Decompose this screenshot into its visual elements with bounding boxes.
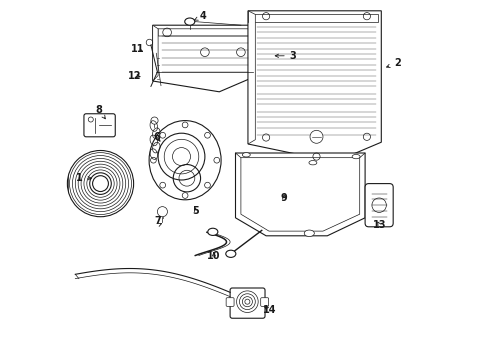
Polygon shape (235, 153, 365, 236)
Circle shape (309, 130, 322, 143)
Ellipse shape (351, 154, 359, 159)
Text: 9: 9 (280, 193, 287, 203)
Text: 8: 8 (95, 105, 105, 119)
Text: 11: 11 (130, 44, 143, 54)
FancyBboxPatch shape (84, 114, 115, 137)
Circle shape (92, 176, 108, 192)
Ellipse shape (225, 250, 235, 257)
Text: 7: 7 (154, 216, 161, 226)
Text: 13: 13 (372, 220, 386, 230)
Text: 4: 4 (194, 11, 206, 21)
Polygon shape (152, 25, 257, 92)
Polygon shape (241, 158, 359, 231)
Circle shape (182, 122, 187, 128)
Text: 2: 2 (386, 58, 400, 68)
Circle shape (157, 207, 167, 217)
Ellipse shape (304, 230, 314, 237)
Text: 14: 14 (263, 305, 276, 315)
Ellipse shape (149, 121, 221, 200)
FancyBboxPatch shape (365, 184, 392, 227)
Ellipse shape (207, 228, 218, 235)
Polygon shape (152, 25, 158, 81)
Polygon shape (251, 14, 377, 22)
Circle shape (182, 193, 187, 198)
Text: 5: 5 (192, 206, 199, 216)
Ellipse shape (184, 18, 194, 25)
Text: 12: 12 (128, 71, 141, 81)
Polygon shape (158, 29, 251, 36)
Circle shape (150, 157, 156, 163)
Circle shape (213, 157, 219, 163)
Text: 10: 10 (207, 251, 220, 261)
Text: 1: 1 (75, 173, 91, 183)
Ellipse shape (308, 161, 316, 165)
Circle shape (204, 132, 210, 138)
Polygon shape (247, 11, 381, 162)
FancyBboxPatch shape (225, 298, 234, 306)
FancyBboxPatch shape (230, 288, 264, 318)
Circle shape (204, 182, 210, 188)
Text: 6: 6 (153, 132, 160, 142)
Polygon shape (247, 11, 255, 144)
Ellipse shape (242, 153, 250, 157)
Text: 3: 3 (275, 51, 296, 61)
Circle shape (160, 182, 165, 188)
FancyBboxPatch shape (260, 298, 268, 306)
Circle shape (160, 132, 165, 138)
